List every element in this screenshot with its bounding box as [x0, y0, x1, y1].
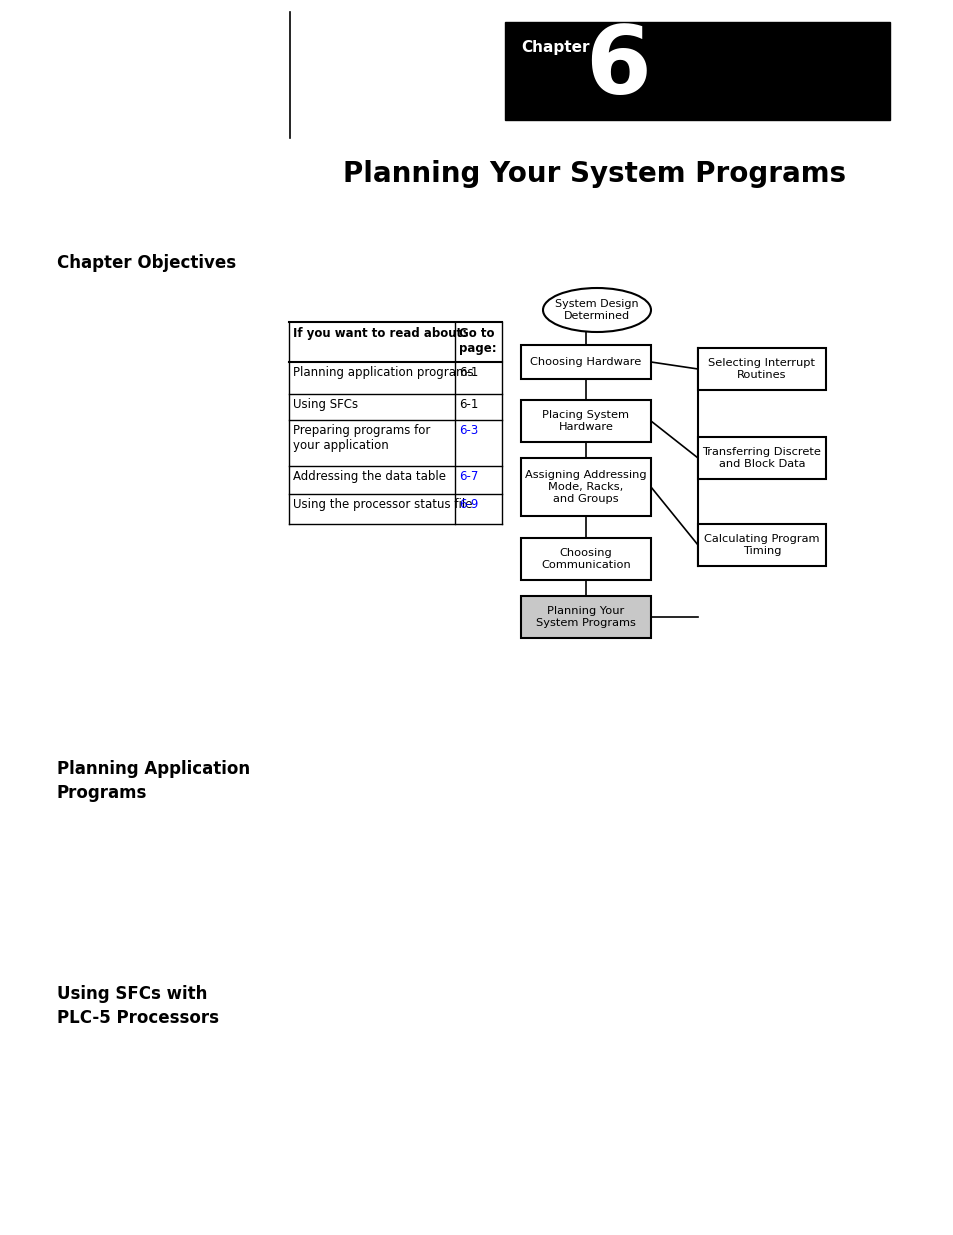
Text: Choosing Hardware: Choosing Hardware — [530, 357, 641, 367]
Text: Selecting Interrupt
Routines: Selecting Interrupt Routines — [708, 358, 815, 380]
Text: Using the processor status file: Using the processor status file — [293, 498, 472, 511]
Bar — [520, 538, 650, 580]
Text: Planning Your
System Programs: Planning Your System Programs — [536, 606, 636, 627]
Bar — [520, 597, 650, 638]
Text: Addressing the data table: Addressing the data table — [293, 471, 446, 483]
Text: Assigning Addressing
Mode, Racks,
and Groups: Assigning Addressing Mode, Racks, and Gr… — [525, 471, 646, 504]
Text: 6-1: 6-1 — [458, 398, 477, 411]
Text: 6: 6 — [584, 22, 650, 114]
Text: Using SFCs with
PLC-5 Processors: Using SFCs with PLC-5 Processors — [57, 986, 219, 1026]
Text: 6-1: 6-1 — [458, 366, 477, 379]
Text: Using SFCs: Using SFCs — [293, 398, 357, 411]
Bar — [698, 348, 825, 390]
Text: Planning application programs: Planning application programs — [293, 366, 473, 379]
Text: Preparing programs for
your application: Preparing programs for your application — [293, 424, 430, 452]
Bar — [698, 437, 825, 479]
Text: 6-7: 6-7 — [458, 471, 477, 483]
Text: Planning Your System Programs: Planning Your System Programs — [343, 161, 845, 188]
Text: Chapter Objectives: Chapter Objectives — [57, 254, 236, 272]
Bar — [520, 458, 650, 516]
Text: 6-3: 6-3 — [458, 424, 477, 437]
Ellipse shape — [542, 288, 650, 332]
Text: Placing System
Hardware: Placing System Hardware — [542, 410, 629, 432]
Bar — [698, 524, 825, 566]
Bar — [520, 345, 650, 379]
Text: Choosing
Communication: Choosing Communication — [540, 548, 630, 569]
Bar — [504, 22, 889, 120]
Text: Calculating Program
Timing: Calculating Program Timing — [703, 535, 819, 556]
Text: If you want to read about:: If you want to read about: — [293, 327, 467, 340]
Text: Planning Application
Programs: Planning Application Programs — [57, 760, 250, 802]
Text: Chapter: Chapter — [520, 40, 589, 56]
Text: Go to
page:: Go to page: — [458, 327, 497, 354]
Text: 6-9: 6-9 — [458, 498, 477, 511]
Text: System Design
Determined: System Design Determined — [555, 299, 639, 321]
Text: Transferring Discrete
and Block Data: Transferring Discrete and Block Data — [701, 447, 821, 469]
Bar — [520, 400, 650, 442]
